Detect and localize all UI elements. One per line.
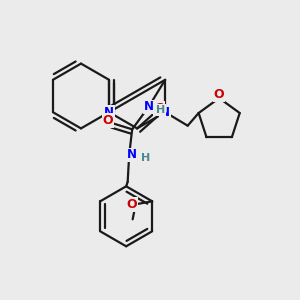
Text: H: H [141, 153, 150, 163]
Text: O: O [154, 102, 165, 115]
Text: N: N [104, 106, 114, 119]
Text: N: N [160, 106, 170, 119]
Text: O: O [127, 198, 137, 211]
Text: O: O [214, 88, 224, 101]
Text: H: H [156, 105, 165, 115]
Text: O: O [103, 114, 113, 127]
Text: N: N [127, 148, 137, 161]
Text: N: N [144, 100, 154, 113]
